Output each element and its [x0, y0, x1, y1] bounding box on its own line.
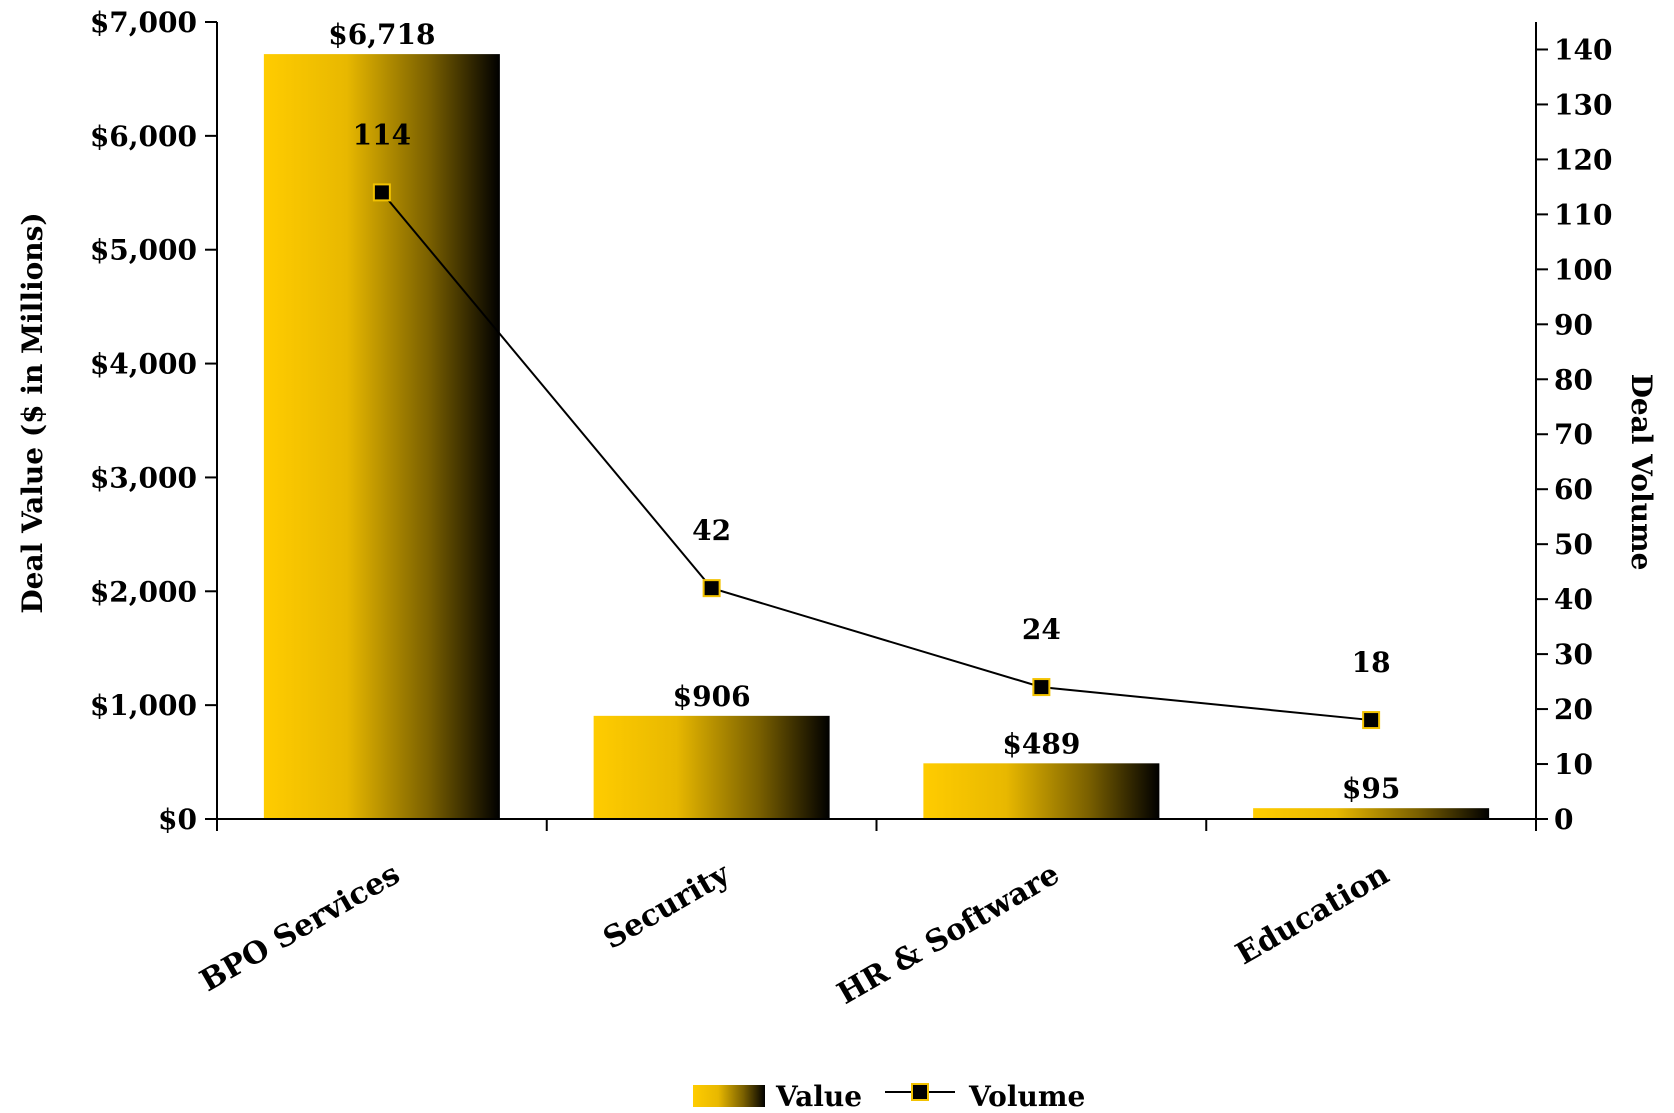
x-tick-label-0: BPO Services [194, 857, 406, 999]
legend: Value Volume [693, 1080, 1085, 1113]
volume-value-label-1: 42 [692, 514, 731, 547]
y-tick-label-3: $3,000 [90, 461, 197, 494]
y-tick-label-6: $6,000 [90, 120, 197, 153]
legend-volume-marker [911, 1083, 929, 1101]
bar-value-label-1: $906 [673, 680, 751, 713]
x-tick-label-1: Security [597, 856, 737, 957]
bar-0 [263, 54, 500, 819]
y-tick-label-2: $2,000 [90, 575, 197, 608]
bars-layer [263, 54, 1490, 819]
y-tick-label-5: $5,000 [90, 234, 197, 267]
y2-tick-label-10: 100 [1554, 253, 1612, 286]
volume-marker-0 [372, 183, 391, 202]
volume-value-label-0: 114 [353, 118, 411, 151]
x-tick-label-2: HR & Software [832, 857, 1066, 1012]
volume-value-label-2: 24 [1022, 613, 1061, 646]
bar-value-label-0: $6,718 [328, 18, 435, 51]
bar-2 [923, 763, 1160, 819]
y2-tick-label-11: 110 [1554, 198, 1612, 231]
y2-tick-label-14: 140 [1554, 33, 1612, 66]
y-tick-label-7: $7,000 [90, 6, 197, 39]
y-axis-title: Deal Value ($ in Millions) [16, 212, 49, 613]
volume-marker-1 [702, 579, 721, 598]
y2-tick-label-9: 90 [1554, 308, 1593, 341]
bar-value-label-3: $95 [1342, 772, 1400, 805]
y2-tick-label-0: 0 [1554, 803, 1573, 836]
y-tick-label-4: $4,000 [90, 348, 197, 381]
y2-tick-label-5: 50 [1554, 528, 1593, 561]
y2-tick-label-1: 10 [1554, 748, 1593, 781]
bar-1 [593, 715, 830, 819]
legend-volume-label: Volume [968, 1080, 1085, 1109]
y2-tick-label-6: 60 [1554, 473, 1593, 506]
volume-value-label-3: 18 [1352, 646, 1391, 679]
bar-value-label-2: $489 [1002, 727, 1080, 760]
volume-marker-3 [1362, 711, 1381, 730]
volume-marker-2 [1032, 678, 1051, 697]
y2-tick-label-8: 80 [1554, 363, 1593, 396]
y2-tick-label-12: 120 [1554, 143, 1612, 176]
labels-layer: $6,718 $906 $489 $95 114 42 24 18 [328, 18, 1400, 805]
y2-tick-label-2: 20 [1554, 693, 1593, 726]
y2-tick-label-4: 40 [1554, 583, 1593, 616]
y-tick-label-1: $1,000 [90, 689, 197, 722]
volume-line [381, 191, 1372, 722]
x-tick-label-3: Education [1230, 857, 1395, 973]
y2-tick-label-7: 70 [1554, 418, 1593, 451]
y-tick-label-0: $0 [158, 803, 197, 836]
legend-value-label: Value [775, 1080, 862, 1109]
line-layer [372, 183, 1381, 730]
legend-value-swatch [693, 1085, 765, 1107]
bar-3 [1253, 808, 1490, 819]
y2-axis-title: Deal Volume [1625, 374, 1658, 571]
y2-tick-label-3: 30 [1554, 638, 1593, 671]
y2-tick-label-13: 130 [1554, 88, 1612, 121]
